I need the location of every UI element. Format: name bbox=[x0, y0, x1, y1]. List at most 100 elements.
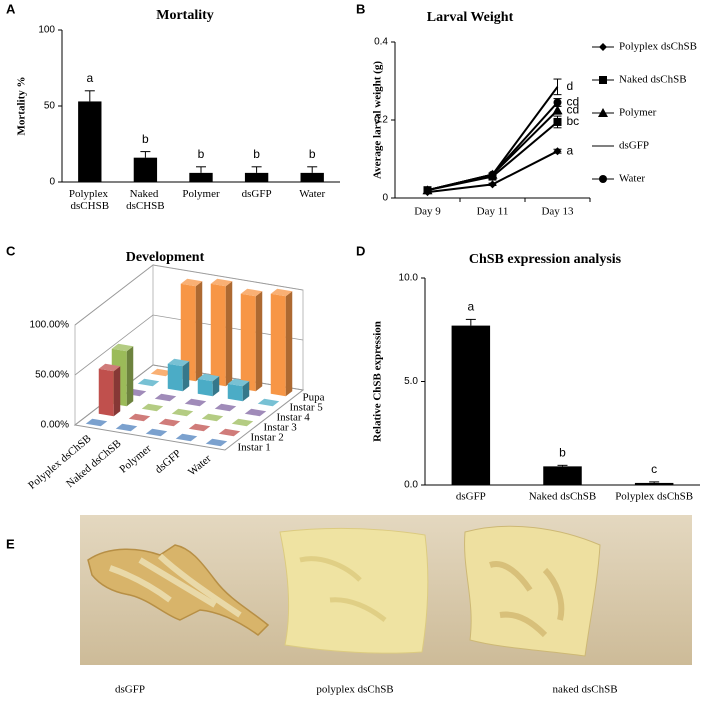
bar-3d bbox=[175, 433, 198, 442]
bar-top bbox=[98, 363, 121, 372]
marker bbox=[553, 147, 562, 156]
legend-label: Polyplex dsChSB bbox=[619, 41, 697, 53]
bar-top bbox=[231, 418, 254, 427]
panel-label: A bbox=[6, 1, 16, 16]
bar-front bbox=[180, 283, 196, 382]
y-axis-label: Mortality % bbox=[16, 77, 28, 136]
error-bar bbox=[251, 166, 262, 173]
significance-letter: c bbox=[651, 462, 657, 476]
bar-side bbox=[255, 291, 263, 392]
bar-3d bbox=[85, 418, 108, 427]
bar bbox=[543, 466, 582, 485]
significance-letter: a bbox=[86, 71, 93, 85]
error-bar bbox=[553, 78, 562, 96]
marker bbox=[423, 186, 432, 195]
y-tick-label: 0.4 bbox=[374, 37, 388, 48]
bar-top bbox=[188, 423, 211, 432]
legend-marker bbox=[599, 175, 607, 183]
significance-letter: a bbox=[567, 143, 574, 157]
bar-3d bbox=[240, 288, 263, 392]
x-tick-label: Naked dsCHSB bbox=[126, 188, 165, 212]
bar bbox=[634, 482, 674, 485]
bar bbox=[189, 172, 213, 182]
bar-3d bbox=[197, 373, 220, 397]
bar-front bbox=[197, 378, 213, 397]
bar-front bbox=[227, 383, 243, 402]
bar-top bbox=[128, 413, 151, 422]
significance-letter: cd bbox=[567, 95, 580, 109]
bar-top bbox=[171, 408, 194, 417]
bar-front bbox=[210, 283, 226, 387]
legend-label: Polymer bbox=[619, 107, 657, 119]
bar-3d bbox=[218, 428, 241, 437]
bar-top bbox=[214, 403, 237, 412]
bar-top bbox=[167, 358, 190, 367]
error-bar bbox=[84, 90, 95, 102]
bar-front bbox=[98, 368, 114, 417]
bar-top bbox=[145, 428, 168, 437]
series-label: Instar 2 bbox=[251, 432, 284, 444]
leaf-holes bbox=[109, 553, 242, 618]
bar-top bbox=[180, 278, 203, 287]
bar-3d bbox=[154, 393, 177, 402]
x-tick-label: dsGFP bbox=[456, 491, 486, 503]
significance-letter: b bbox=[142, 132, 149, 146]
x-tick-label: Day 13 bbox=[541, 206, 574, 218]
bar-front bbox=[240, 293, 256, 392]
legend-marker bbox=[599, 43, 607, 51]
bar-3d bbox=[150, 368, 173, 377]
series-label: Pupa bbox=[303, 392, 325, 404]
y-tick-label: 0 bbox=[49, 177, 55, 188]
z-tick-label: 50.00% bbox=[35, 370, 69, 381]
bar-3d bbox=[210, 278, 233, 387]
y-axis-label: Average larval weight (g) bbox=[372, 61, 384, 179]
legend-label: Naked dsChSB bbox=[619, 74, 687, 86]
bar-top bbox=[240, 288, 263, 297]
x-tick-label: Water bbox=[299, 188, 325, 200]
leaf-naked bbox=[464, 525, 601, 657]
y-tick-label: 0.0 bbox=[404, 480, 418, 491]
bar-3d bbox=[98, 363, 121, 417]
bar-3d bbox=[137, 378, 160, 387]
bar-top bbox=[137, 378, 160, 387]
leaf-holes bbox=[489, 561, 565, 638]
bar-front bbox=[270, 293, 286, 397]
bar-top bbox=[201, 413, 224, 422]
x-tick-label: Polyplex dsCHSB bbox=[69, 188, 111, 212]
z-tick-label: 100.00% bbox=[30, 320, 70, 331]
legend-marker bbox=[598, 108, 608, 117]
bar-side bbox=[182, 361, 190, 392]
legend-label: Water bbox=[619, 173, 645, 185]
label-line: Naked bbox=[130, 188, 161, 200]
panel-label: B bbox=[356, 1, 365, 16]
z-tick-label: 0.00% bbox=[41, 420, 69, 431]
significance-letter: b bbox=[309, 147, 316, 161]
bar-top bbox=[270, 288, 293, 297]
bar-3d bbox=[145, 428, 168, 437]
bar-3d bbox=[141, 403, 164, 412]
leaf-polyplex bbox=[279, 527, 429, 654]
marker bbox=[488, 180, 497, 189]
bar-top bbox=[210, 278, 233, 287]
x-tick-label: Day 9 bbox=[414, 206, 441, 218]
bar-top bbox=[227, 378, 250, 387]
significance-letter: bc bbox=[567, 114, 580, 128]
significance-letter: b bbox=[559, 446, 566, 460]
label-line: Polymer bbox=[182, 188, 220, 200]
bar-top bbox=[115, 423, 138, 432]
significance-letter: d bbox=[567, 79, 574, 93]
y-tick-label: 0 bbox=[382, 193, 388, 204]
label-line: dsCHSB bbox=[71, 200, 110, 212]
bar-3d bbox=[171, 408, 194, 417]
bar-side bbox=[212, 376, 220, 397]
bar-top bbox=[184, 398, 207, 407]
bar-top bbox=[218, 428, 241, 437]
bar-top bbox=[175, 433, 198, 442]
marker bbox=[552, 105, 563, 115]
photo-caption: dsGFP bbox=[115, 684, 145, 696]
chart-title: Development bbox=[126, 250, 205, 265]
error-bar bbox=[557, 464, 568, 467]
series-label: Instar 1 bbox=[238, 442, 271, 454]
x-tick-label: Polymer bbox=[182, 188, 220, 200]
